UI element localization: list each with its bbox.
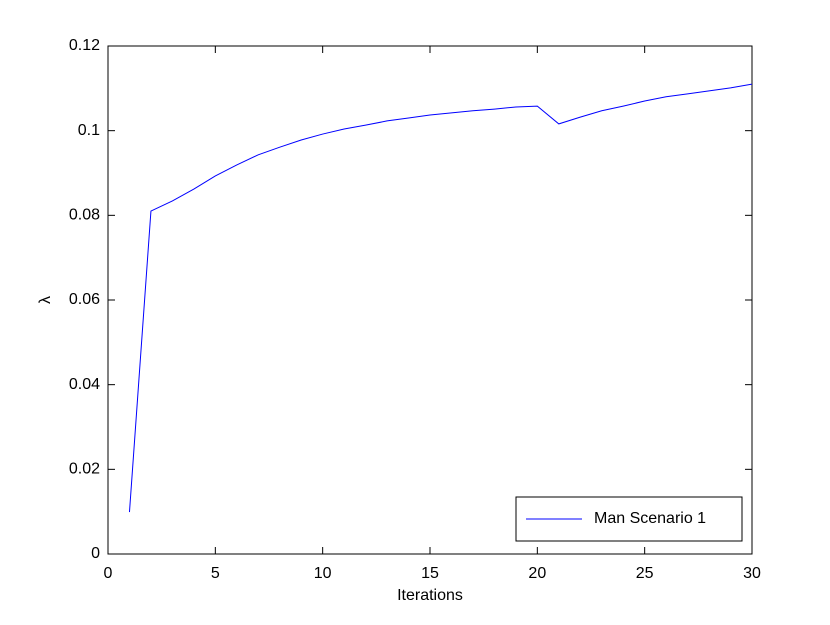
- x-tick-label: 5: [211, 565, 220, 582]
- x-tick-label: 20: [528, 565, 546, 582]
- data-line: [128, 83, 753, 513]
- y-tick-label: 0.12: [69, 37, 100, 54]
- x-tick-label: 30: [743, 565, 761, 582]
- y-tick-label: 0: [91, 545, 100, 562]
- axes-box: [107, 45, 753, 555]
- y-axis-label: λ: [37, 296, 54, 304]
- y-tick-label: 0.02: [69, 461, 100, 478]
- y-tick-label: 0.04: [69, 376, 100, 393]
- x-tick-label: 0: [104, 565, 113, 582]
- x-tick-label: 10: [314, 565, 332, 582]
- x-axis-label: Iterations: [397, 587, 463, 604]
- y-tick-label: 0.08: [69, 207, 100, 224]
- x-tick-label: 15: [421, 565, 439, 582]
- y-tick-label: 0.1: [78, 122, 100, 139]
- y-tick-label: 0.06: [69, 291, 100, 308]
- legend-label: Man Scenario 1: [594, 510, 706, 527]
- x-tick-label: 25: [636, 565, 654, 582]
